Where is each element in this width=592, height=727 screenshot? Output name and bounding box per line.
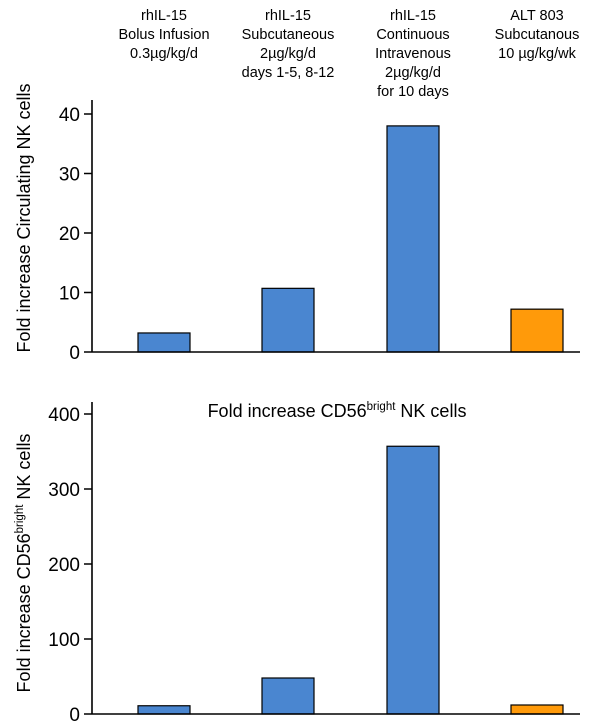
header-line: Continuous (376, 27, 449, 43)
header-line: 0.3µg/kg/d (130, 46, 198, 62)
y-tick-label: 0 (69, 343, 80, 364)
header-line: rhIL-15 (390, 8, 436, 24)
y-tick-label: 300 (48, 480, 80, 501)
y-tick-label: 30 (59, 165, 80, 186)
bars-bottom (137, 445, 564, 715)
bars-top (137, 125, 564, 353)
bar-2 (261, 287, 315, 353)
y-tick-label: 400 (48, 405, 80, 426)
y-axis-label-bottom: Fold increase CD56bright NK cells (14, 434, 34, 693)
bar-4 (510, 308, 564, 353)
y-ticks-bottom: 0 100 200 300 400 (48, 405, 80, 726)
ylabel-suffix: NK cells (14, 434, 34, 505)
bar-4 (510, 704, 564, 715)
ylabel-main: Fold increase CD56 (14, 533, 34, 692)
column-header-4: ALT 803 Subcutanous 10 µg/kg/wk (495, 8, 580, 62)
bar-3 (386, 445, 440, 715)
header-line: rhIL-15 (141, 8, 187, 24)
header-line: Subcutaneous (242, 27, 335, 43)
chart-title-bottom: Fold increase CD56bright NK cells (208, 401, 467, 421)
header-line: 2µg/kg/d (385, 65, 441, 81)
header-line: Intravenous (375, 46, 451, 62)
y-tick-label: 100 (48, 630, 80, 651)
title-main: Fold increase CD56 (208, 401, 367, 421)
axis-top (84, 100, 580, 353)
title-sup: bright (367, 401, 397, 413)
bar-2 (261, 677, 315, 715)
header-line: 2µg/kg/d (260, 46, 316, 62)
chart-circulating-nk: Fold increase Circulating NK cells 0 10 20… (14, 83, 580, 364)
bar-3 (386, 125, 440, 353)
y-tick-label: 200 (48, 555, 80, 576)
chart-cd56-bright: Fold increase CD56bright NK cells Fold i… (14, 401, 580, 726)
header-line: days 1-5, 8-12 (242, 65, 335, 81)
header-line: rhIL-15 (265, 8, 311, 24)
header-line: Subcutanous (495, 27, 580, 43)
ylabel-sup: bright (14, 504, 26, 534)
y-tick-label: 10 (59, 284, 80, 305)
column-header-1: rhIL-15 Bolus Infusion 0.3µg/kg/d (118, 8, 209, 62)
bar-1 (137, 332, 191, 353)
header-line: 10 µg/kg/wk (498, 46, 576, 62)
column-header-2: rhIL-15 Subcutaneous 2µg/kg/d days 1-5, 8-1… (242, 8, 335, 81)
y-tick-label: 0 (69, 705, 80, 726)
y-tick-label: 40 (59, 105, 80, 126)
bar-1 (137, 705, 191, 715)
y-axis-label-top: Fold increase Circulating NK cells (14, 83, 34, 352)
title-suffix: NK cells (395, 401, 466, 421)
y-tick-label: 20 (59, 224, 80, 245)
column-header-3: rhIL-15 Continuous Intravenous 2µg/kg/d for … (375, 8, 451, 100)
column-headers: rhIL-15 Bolus Infusion 0.3µg/kg/d rhIL-15 Su… (118, 8, 579, 100)
header-line: ALT 803 (510, 8, 563, 24)
y-ticks-top: 0 10 20 30 40 (59, 105, 80, 364)
axis-bottom (84, 402, 580, 715)
header-line: for 10 days (377, 84, 449, 100)
header-line: Bolus Infusion (118, 27, 209, 43)
